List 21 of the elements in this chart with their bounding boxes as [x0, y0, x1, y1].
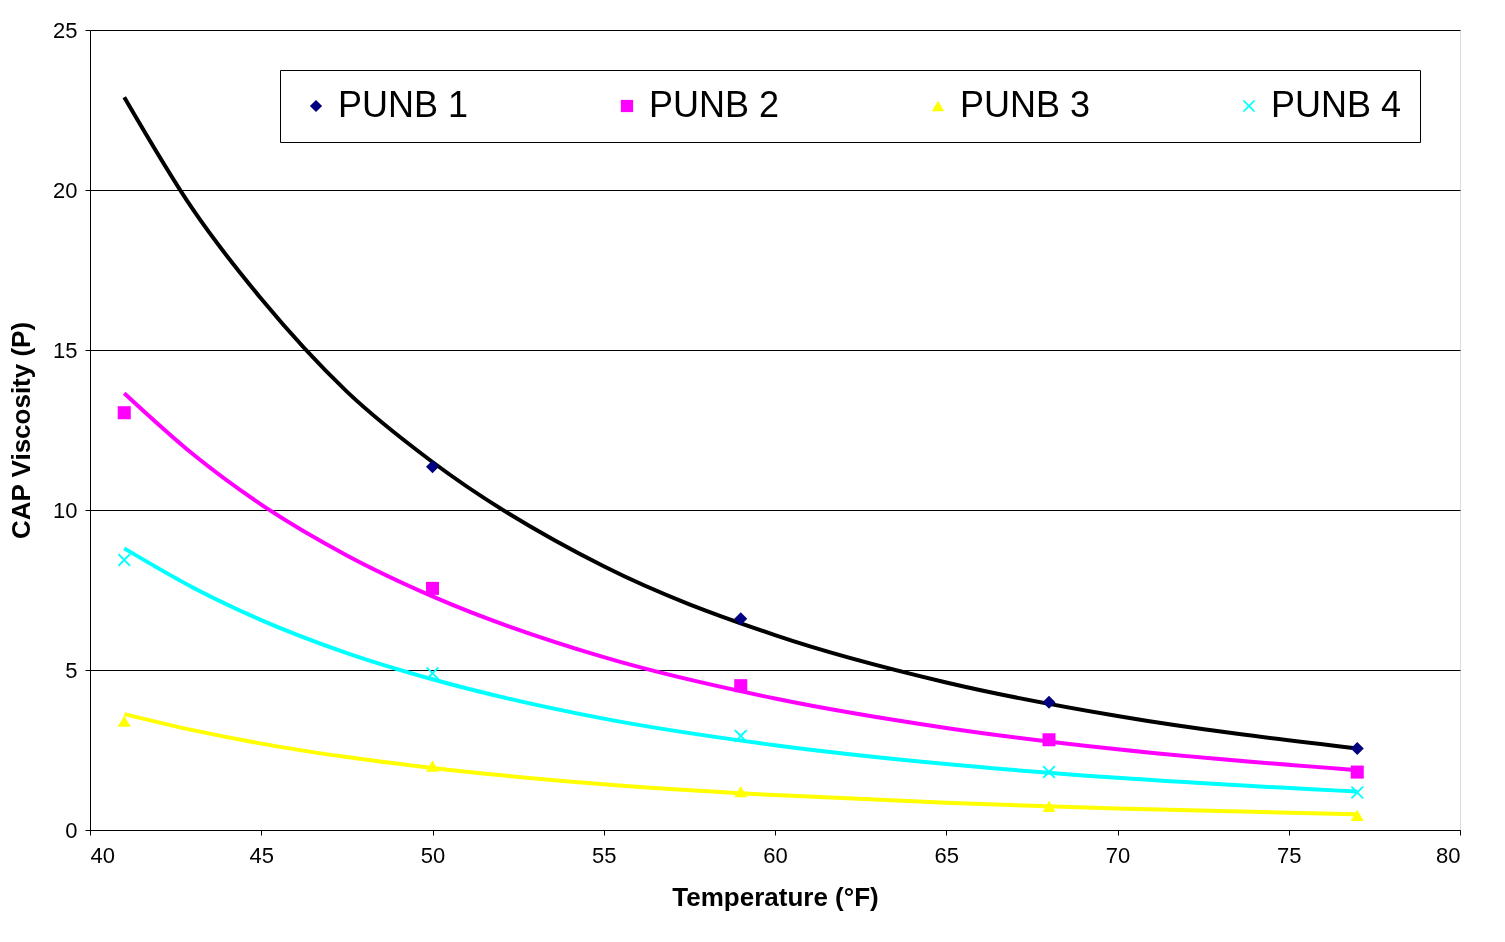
y-tick-label: 25: [53, 17, 78, 43]
x-tick-label: 65: [934, 842, 959, 868]
x-tick-label: 70: [1105, 842, 1131, 868]
y-tick-label: 10: [53, 497, 78, 523]
x-tick-label: 55: [592, 842, 617, 868]
y-axis-title: CAP Viscosity (P): [6, 321, 37, 540]
x-axis-title: Temperature (°F): [672, 881, 879, 912]
y-tick-label: 15: [53, 337, 78, 363]
x-tick-label: 80: [1436, 842, 1461, 868]
legend-label: PUNB 1: [338, 84, 469, 125]
x-tick-label: 60: [763, 842, 788, 868]
x-tick-label: 75: [1277, 842, 1302, 868]
y-tick-label: 20: [53, 177, 78, 203]
legend-label: PUNB 3: [960, 84, 1091, 125]
y-tick-label: 0: [65, 817, 78, 843]
x-tick-label: 40: [90, 842, 115, 868]
x-tick-label: 50: [420, 842, 446, 868]
x-tick-label: 45: [249, 842, 274, 868]
legend-label: PUNB 2: [649, 84, 780, 125]
legend-label: PUNB 4: [1271, 84, 1402, 125]
y-tick-label: 5: [65, 657, 78, 683]
